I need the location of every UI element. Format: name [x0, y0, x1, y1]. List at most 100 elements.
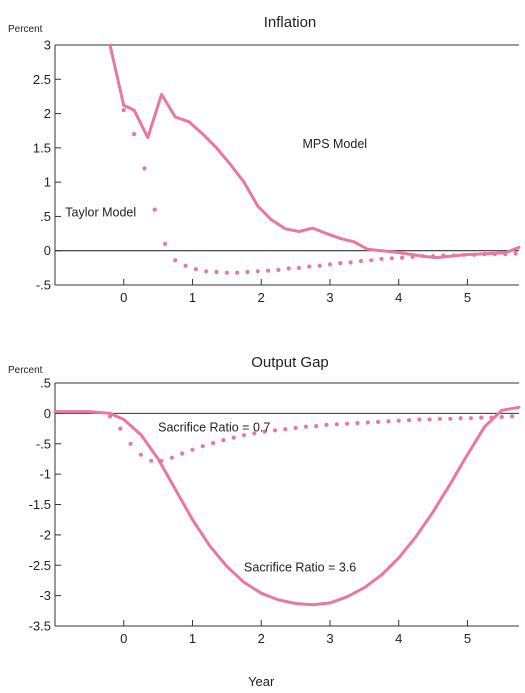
series-1 — [121, 108, 518, 275]
series-point — [173, 258, 178, 263]
x-tick-label: 0 — [120, 631, 127, 646]
series-point — [431, 254, 436, 259]
series-point — [159, 458, 164, 463]
series-point — [468, 416, 473, 421]
series-point — [142, 166, 147, 171]
series-point — [451, 253, 456, 258]
series-point — [262, 429, 267, 434]
y-tick-label: 3 — [44, 38, 51, 53]
y-tick-label: 2 — [44, 106, 51, 121]
series-point — [379, 256, 384, 261]
series-point — [376, 419, 381, 424]
series-point — [138, 452, 143, 457]
annotation-label: Sacrifice Ratio = 0.7 — [158, 421, 270, 435]
y-tick-label: -1 — [39, 467, 51, 482]
series-point — [492, 252, 497, 257]
series-point — [417, 417, 422, 422]
series-point — [221, 438, 226, 443]
series-point — [152, 207, 157, 212]
annotation-label: Sacrifice Ratio = 3.6 — [244, 560, 356, 574]
series-point — [365, 420, 370, 425]
y-tick-label: -.5 — [36, 278, 51, 293]
series-point — [204, 269, 209, 274]
chart-title: Output Gap — [251, 354, 329, 371]
series-point — [324, 422, 329, 427]
series-point — [293, 425, 298, 431]
series-point — [193, 267, 198, 272]
series-point — [245, 269, 250, 275]
series-point — [420, 254, 425, 259]
series-point — [448, 416, 453, 421]
series-point — [149, 458, 154, 463]
y-tick-label: .5 — [40, 376, 51, 391]
series-point — [252, 431, 257, 436]
y-tick-label: -3 — [39, 588, 51, 603]
y-unit-label: Percent — [8, 365, 43, 376]
y-tick-label: -2.5 — [29, 558, 51, 573]
series-point — [183, 263, 188, 268]
series-point — [307, 264, 312, 269]
series-0 — [108, 43, 521, 260]
series-point — [396, 418, 401, 423]
y-tick-label: 0 — [44, 243, 51, 258]
x-tick-label: 1 — [189, 290, 196, 305]
series-point — [400, 255, 405, 260]
series-point — [314, 424, 319, 429]
series-point — [169, 455, 174, 460]
series-point — [190, 447, 195, 452]
series-line — [108, 43, 521, 260]
series-point — [355, 421, 360, 426]
series-point — [441, 253, 446, 258]
chart-panel-1: .5 0 -.5 -1 -1.5 -2 -2.5 -3 -3.5 0 1 2 3 4 5 Percent Out… — [8, 354, 521, 689]
series-point — [241, 433, 247, 438]
x-tick-label: 5 — [464, 631, 471, 646]
series-point — [406, 418, 412, 423]
x-axis-label: Year — [248, 674, 275, 689]
series-1 — [107, 414, 515, 463]
series-point — [369, 258, 374, 263]
annotation-label: Taylor Model — [65, 205, 136, 219]
y-tick-label: 2.5 — [33, 72, 51, 87]
y-tick-label: 1.5 — [33, 140, 51, 155]
series-point — [132, 132, 137, 137]
y-tick-label: 1 — [44, 175, 51, 190]
series-point — [286, 266, 291, 271]
annotation-label: MPS Model — [302, 137, 367, 151]
series-point — [317, 263, 322, 268]
series-point — [107, 414, 113, 419]
series-point — [348, 260, 353, 265]
series-point — [358, 258, 363, 264]
series-point — [458, 416, 463, 421]
series-point — [334, 422, 339, 427]
x-tick-label: 2 — [258, 290, 265, 305]
y-unit-label: Percent — [8, 24, 43, 35]
series-point — [427, 417, 432, 422]
series-point — [211, 441, 216, 446]
series-line — [53, 405, 521, 607]
x-tick-label: 4 — [395, 631, 402, 646]
y-tick-label: -3.5 — [29, 619, 51, 634]
series-point — [513, 251, 518, 256]
series-point — [224, 270, 229, 275]
x-tick-label: 3 — [326, 290, 333, 305]
series-point — [489, 415, 494, 420]
series-point — [118, 426, 123, 431]
series-point — [296, 265, 302, 270]
series-point — [509, 414, 515, 419]
series-point — [338, 261, 343, 266]
series-point — [121, 108, 126, 113]
y-tick-label: -2 — [39, 527, 51, 542]
series-point — [235, 270, 240, 275]
y-tick-label: 0 — [44, 406, 51, 421]
series-point — [214, 269, 219, 275]
series-point — [283, 427, 288, 432]
series-point — [389, 256, 394, 261]
x-tick-label: 2 — [258, 631, 265, 646]
series-point — [276, 267, 281, 272]
series-point — [499, 414, 504, 420]
series-0 — [53, 405, 521, 607]
series-point — [128, 441, 133, 446]
series-point — [180, 451, 185, 456]
